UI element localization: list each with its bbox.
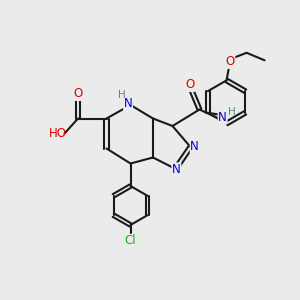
Text: N: N bbox=[190, 140, 199, 154]
Text: H: H bbox=[118, 90, 125, 100]
Text: O: O bbox=[185, 78, 194, 92]
Text: N: N bbox=[172, 163, 181, 176]
Text: H: H bbox=[228, 107, 236, 117]
Text: N: N bbox=[124, 97, 133, 110]
Text: Cl: Cl bbox=[125, 234, 136, 247]
Text: O: O bbox=[74, 87, 82, 101]
Text: N: N bbox=[218, 111, 227, 124]
Text: HO: HO bbox=[49, 127, 67, 140]
Text: O: O bbox=[226, 55, 235, 68]
